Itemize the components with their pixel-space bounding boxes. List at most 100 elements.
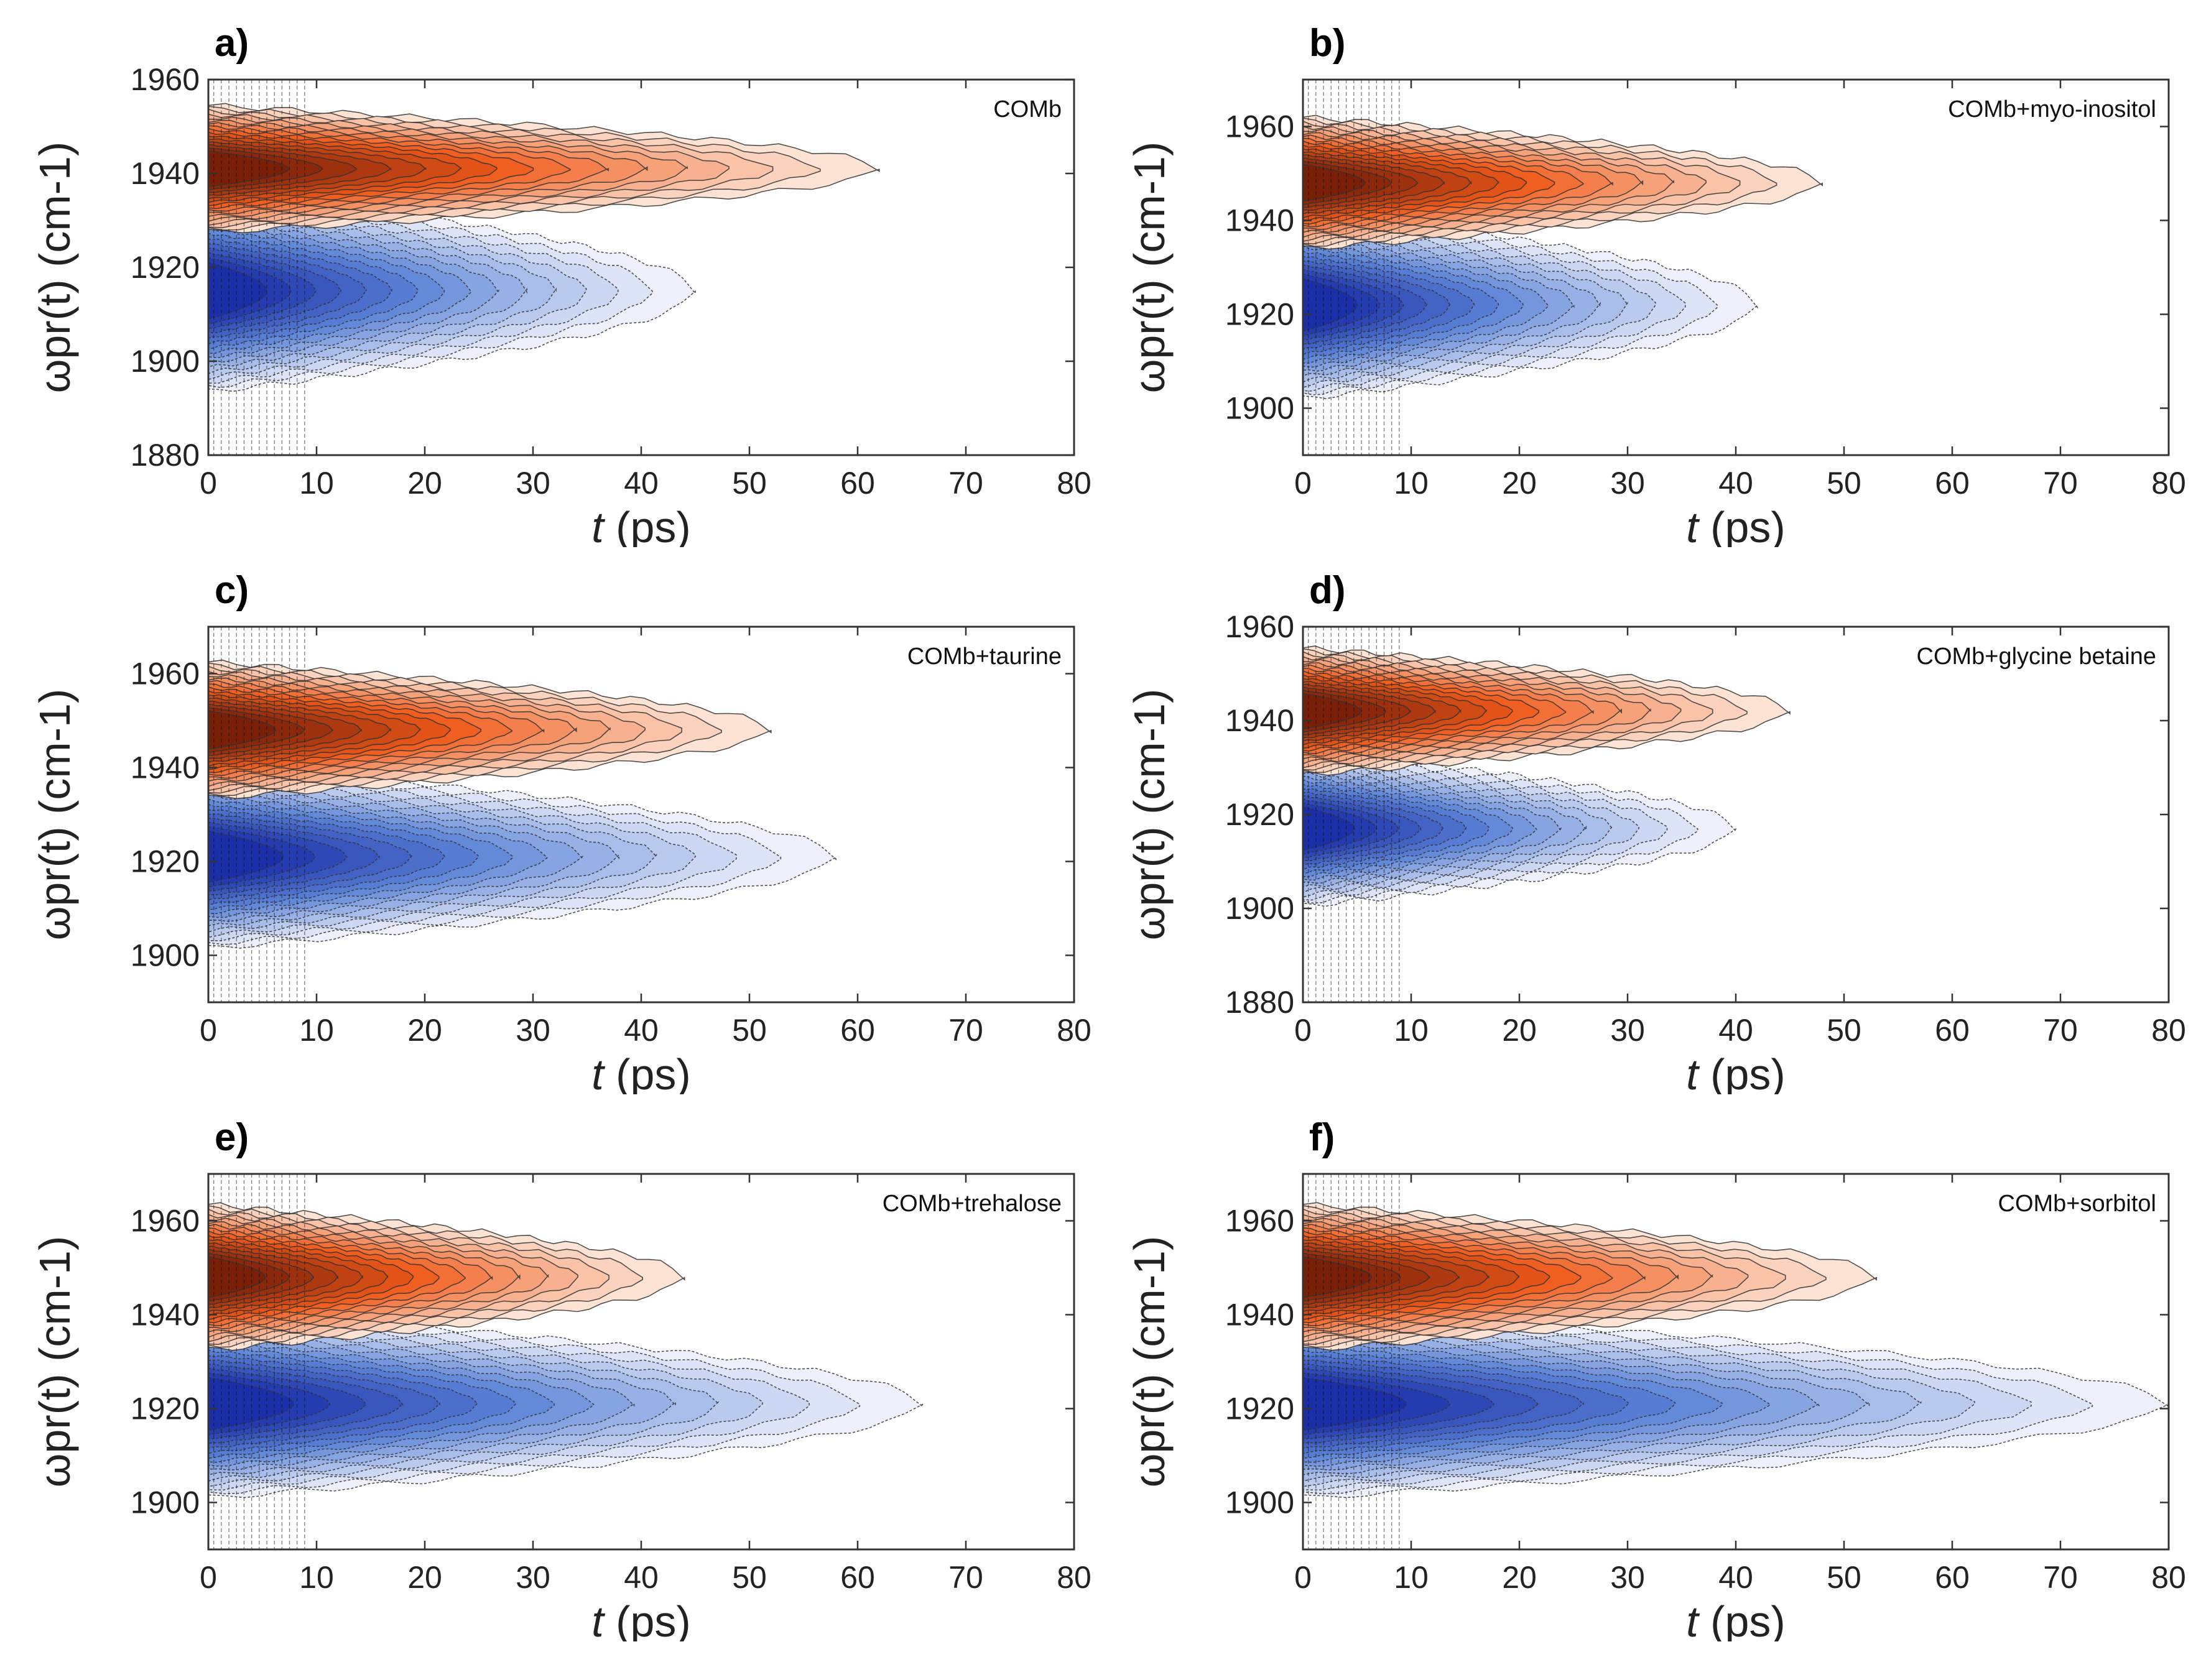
y-tick-label: 1940 <box>131 156 200 191</box>
contour-area <box>1303 80 2169 455</box>
y-axis-label: ωpr(t) (cm-1) <box>30 142 79 394</box>
x-tick-label: 60 <box>840 466 875 501</box>
x-tick-label: 80 <box>2151 1560 2186 1595</box>
panel-label: d) <box>1309 569 1346 612</box>
x-tick-label: 30 <box>516 1013 550 1048</box>
panel-label: e) <box>215 1116 249 1159</box>
x-tick-label: 50 <box>1827 1013 1861 1048</box>
x-tick-label: 0 <box>200 1560 217 1595</box>
y-tick-label: 1920 <box>1225 797 1294 832</box>
positive-contour <box>208 150 290 187</box>
x-tick-label: 40 <box>624 1013 659 1048</box>
y-tick-label: 1880 <box>131 438 200 473</box>
x-tick-label: 80 <box>2151 466 2186 501</box>
contour-plot: 0 10 20 30 40 50 60 70 80 1880 1900 1920 1940 1960 a) C… <box>30 22 1091 547</box>
x-axis-label: t (ps) <box>1686 1597 1785 1641</box>
x-tick-label: 70 <box>948 1560 983 1595</box>
y-axis-label: ωpr(t) (cm-1) <box>1125 142 1174 394</box>
x-tick-label: 80 <box>1057 1013 1091 1048</box>
contour-area <box>208 1174 1074 1549</box>
contour-plot: 0 10 20 30 40 50 60 70 80 1880 1900 1920 1940 1960 d) C… <box>1125 569 2186 1094</box>
x-tick-label: 20 <box>1502 1560 1537 1595</box>
x-tick-label: 60 <box>840 1013 875 1048</box>
y-tick-label: 1900 <box>1225 891 1294 926</box>
x-tick-label: 30 <box>1610 466 1645 501</box>
contour-plot: 0 10 20 30 40 50 60 70 80 1900 1920 1940 1960 e) COMb+… <box>30 1116 1091 1641</box>
sample-label: COMb+glycine betaine <box>1917 644 2157 670</box>
contour-area <box>208 80 1074 455</box>
positive-contour <box>1303 693 1362 730</box>
x-tick-label: 50 <box>1827 466 1861 501</box>
y-tick-label: 1900 <box>1225 1485 1294 1520</box>
y-tick-label: 1900 <box>131 344 200 379</box>
y-tick-label: 1960 <box>1225 1204 1294 1239</box>
y-tick-label: 1960 <box>1225 109 1294 144</box>
x-tick-label: 10 <box>299 466 334 501</box>
x-axis-label: t (ps) <box>591 1597 690 1641</box>
sample-label: COMb+trehalose <box>883 1191 1062 1217</box>
panel-f: 0 10 20 30 40 50 60 70 80 1900 1920 1940 1960 f) COMb+… <box>1095 1094 2195 1641</box>
positive-contour <box>1303 164 1366 202</box>
x-tick-label: 20 <box>407 1013 442 1048</box>
panel-b: 0 10 20 30 40 50 60 70 80 1900 1920 1940 1960 b) COMb+… <box>1095 0 2195 547</box>
x-tick-label: 80 <box>2151 1013 2186 1048</box>
x-tick-label: 70 <box>2043 466 2078 501</box>
x-tick-label: 70 <box>948 466 983 501</box>
positive-contour <box>208 710 277 750</box>
y-axis-label: ωpr(t) (cm-1) <box>1125 689 1174 941</box>
x-tick-label: 50 <box>732 1013 767 1048</box>
x-tick-label: 10 <box>1394 1560 1429 1595</box>
y-tick-label: 1900 <box>131 938 200 973</box>
x-tick-label: 20 <box>1502 466 1537 501</box>
x-tick-label: 10 <box>1394 1013 1429 1048</box>
x-tick-label: 60 <box>840 1560 875 1595</box>
x-axis-label: t (ps) <box>591 503 690 547</box>
x-tick-label: 60 <box>1935 466 1970 501</box>
x-tick-label: 50 <box>732 466 767 501</box>
x-tick-label: 20 <box>407 466 442 501</box>
x-tick-label: 60 <box>1935 1560 1970 1595</box>
x-axis-label: t (ps) <box>1686 503 1785 547</box>
x-tick-label: 70 <box>2043 1560 2078 1595</box>
x-tick-label: 30 <box>516 466 550 501</box>
sample-label: COMb+sorbitol <box>1998 1191 2156 1217</box>
y-axis-label: ωpr(t) (cm-1) <box>1125 1236 1174 1488</box>
y-axis-label: ωpr(t) (cm-1) <box>30 1236 79 1488</box>
x-tick-label: 80 <box>1057 1560 1091 1595</box>
x-tick-label: 30 <box>1610 1013 1645 1048</box>
panel-c: 0 10 20 30 40 50 60 70 80 1900 1920 1940 1960 c) COMb+… <box>0 547 1101 1094</box>
x-tick-label: 40 <box>1718 1560 1753 1595</box>
sample-label: COMb+taurine <box>907 644 1062 670</box>
y-tick-label: 1880 <box>1225 985 1294 1020</box>
x-tick-label: 70 <box>948 1013 983 1048</box>
sample-label: COMb+myo-inositol <box>1948 96 2156 122</box>
x-tick-label: 0 <box>1294 1013 1312 1048</box>
x-tick-label: 0 <box>200 466 217 501</box>
contour-plot: 0 10 20 30 40 50 60 70 80 1900 1920 1940 1960 f) COMb+… <box>1125 1116 2186 1641</box>
negative-contour <box>1303 278 1358 332</box>
negative-contour <box>208 1377 295 1431</box>
x-tick-label: 40 <box>624 1560 659 1595</box>
x-tick-label: 70 <box>2043 1013 2078 1048</box>
y-tick-label: 1900 <box>131 1485 200 1520</box>
x-tick-label: 20 <box>1502 1013 1537 1048</box>
y-tick-label: 1920 <box>131 844 200 879</box>
x-tick-label: 10 <box>299 1560 334 1595</box>
negative-contour <box>208 262 267 320</box>
panel-e: 0 10 20 30 40 50 60 70 80 1900 1920 1940 1960 e) COMb+… <box>0 1094 1101 1641</box>
x-tick-label: 20 <box>407 1560 442 1595</box>
y-tick-label: 1920 <box>131 250 200 285</box>
contour-area <box>1303 627 2169 1002</box>
x-tick-label: 0 <box>200 1013 217 1048</box>
y-tick-label: 1900 <box>1225 391 1294 426</box>
x-tick-label: 50 <box>1827 1560 1861 1595</box>
y-tick-label: 1960 <box>131 1204 200 1239</box>
contour-area <box>208 627 1074 1002</box>
x-axis-label: t (ps) <box>1686 1050 1785 1094</box>
contour-area <box>1303 1174 2169 1549</box>
panel-d: 0 10 20 30 40 50 60 70 80 1880 1900 1920 1940 1960 d) C… <box>1095 547 2195 1094</box>
x-tick-label: 60 <box>1935 1013 1970 1048</box>
x-tick-label: 10 <box>299 1013 334 1048</box>
y-tick-label: 1940 <box>1225 703 1294 738</box>
x-tick-label: 40 <box>1718 466 1753 501</box>
